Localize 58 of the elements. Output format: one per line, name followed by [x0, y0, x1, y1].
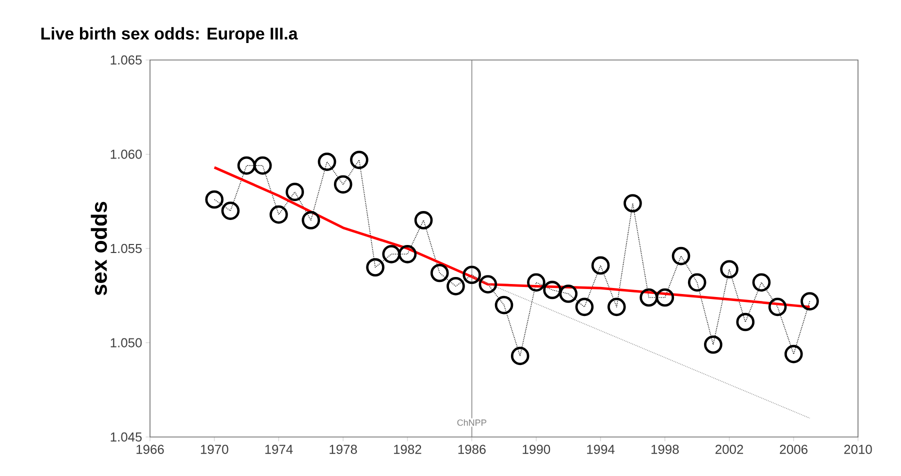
- x-tick-label: 1986: [458, 444, 486, 454]
- point: [800, 292, 819, 310]
- x-tick-label: 2010: [844, 444, 872, 454]
- x-tick-label: 2006: [780, 444, 808, 454]
- point: [398, 244, 417, 264]
- point: [784, 344, 803, 364]
- x-tick-label: 1974: [265, 444, 293, 454]
- point: [221, 202, 240, 220]
- point: [527, 273, 546, 292]
- y-tick-label: 1.050: [110, 338, 142, 348]
- x-tick-label: 2002: [716, 444, 744, 454]
- x-tick-label: 1990: [522, 444, 550, 454]
- x-tick-label: 1982: [394, 444, 422, 454]
- point: [752, 273, 771, 292]
- y-axis-title: sex odds: [90, 202, 107, 296]
- point: [768, 298, 787, 316]
- point: [640, 288, 658, 307]
- point: [656, 288, 674, 307]
- y-tick-label: 1.045: [110, 432, 142, 442]
- x-tick-label: 1978: [330, 444, 357, 454]
- y-tick-label: 1.065: [110, 55, 142, 65]
- point: [382, 244, 401, 264]
- point: [736, 312, 755, 332]
- point: [318, 152, 336, 171]
- point: [350, 150, 368, 170]
- point: [624, 194, 642, 212]
- point: [672, 246, 690, 266]
- point: [462, 266, 481, 284]
- point: [543, 280, 562, 300]
- point: [205, 190, 224, 209]
- point: [414, 211, 433, 230]
- point: [286, 182, 304, 202]
- y-tick-label: 1.060: [110, 150, 142, 159]
- point: [720, 260, 738, 278]
- x-tick-label: 1970: [200, 444, 228, 454]
- point: [559, 284, 578, 303]
- point: [270, 205, 288, 224]
- point: [607, 298, 626, 316]
- point: [334, 175, 352, 194]
- point: [237, 156, 256, 175]
- point: [478, 275, 498, 294]
- point: [302, 211, 320, 230]
- point: [253, 156, 272, 175]
- x-tick-label: 1966: [136, 444, 164, 454]
- point: [366, 258, 384, 277]
- x-tick-label: 1998: [651, 444, 679, 454]
- point: [446, 277, 465, 296]
- point: [430, 264, 449, 282]
- point: [494, 296, 514, 314]
- x-tick-label: 1994: [587, 444, 615, 454]
- y-tick-label: 1.055: [110, 244, 142, 254]
- chart-title: Live birth sex odds: Europe III.a: [41, 27, 298, 43]
- point: [575, 298, 594, 316]
- point: [704, 335, 722, 354]
- point: [591, 256, 610, 275]
- point: [688, 273, 706, 292]
- ref-line-label: ChNPP: [457, 419, 486, 426]
- point: [510, 346, 530, 366]
